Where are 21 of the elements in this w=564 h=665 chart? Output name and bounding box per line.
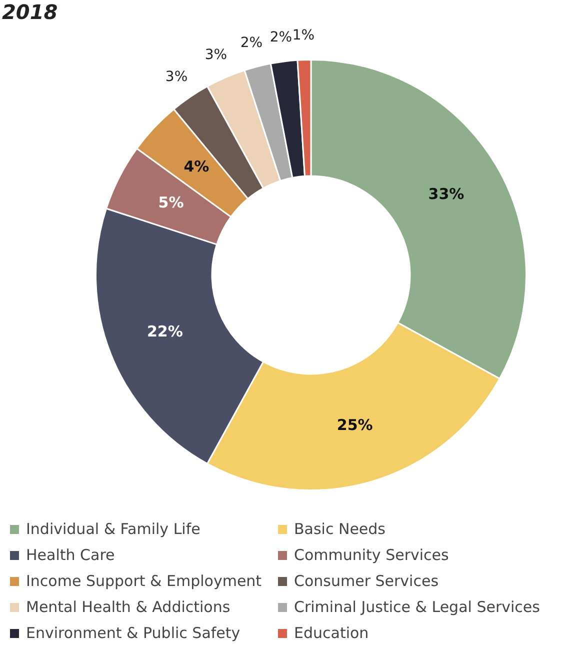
data-label: 2% bbox=[270, 29, 292, 46]
data-label: 3% bbox=[165, 68, 188, 85]
legend-label: Community Services bbox=[293, 546, 450, 564]
chart-title: 2018 bbox=[2, 0, 58, 24]
data-label: 33% bbox=[428, 184, 464, 203]
legend-label: Education bbox=[293, 624, 370, 642]
data-label: 22% bbox=[146, 322, 183, 341]
data-label: 3% bbox=[204, 47, 228, 64]
data-label: 2% bbox=[240, 34, 263, 51]
data-label: 4% bbox=[184, 157, 210, 176]
legend-label: Basic Needs bbox=[293, 520, 386, 538]
legend-label: Criminal Justice & Legal Services bbox=[293, 598, 541, 616]
data-label: 1% bbox=[292, 28, 315, 44]
data-label: 5% bbox=[158, 194, 184, 212]
legend-label: Income Support & Employment bbox=[25, 572, 263, 590]
legend-label: Mental Health & Addictions bbox=[25, 598, 232, 616]
legend-label: Health Care bbox=[25, 546, 116, 564]
data-label: 25% bbox=[336, 416, 373, 434]
legend-label: Individual & Family Life bbox=[25, 520, 202, 538]
legend-label: Environment & Public Safety bbox=[25, 624, 242, 642]
legend-label: Consumer Services bbox=[293, 572, 440, 590]
